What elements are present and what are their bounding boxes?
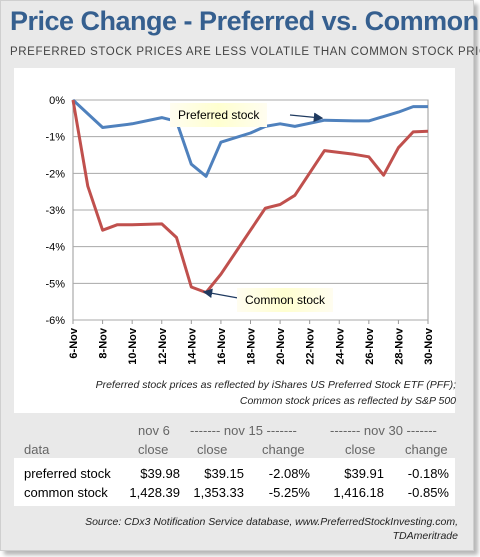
x-tick-label: 30-Nov (423, 327, 435, 365)
y-tick-label: -6% (45, 315, 65, 327)
header-change-nov15: change (262, 442, 305, 457)
x-tick-label: 28-Nov (393, 327, 405, 365)
x-tick-label: 24-Nov (334, 327, 346, 365)
cell-common-nov30-change: -0.85% (407, 485, 449, 500)
callout-preferred: Preferred stock (170, 103, 268, 127)
table-data-box (14, 458, 455, 506)
x-tick-label: 20-Nov (275, 327, 287, 365)
y-tick-label: -3% (45, 205, 65, 217)
cell-pref-nov30-change: -0.18% (407, 466, 449, 481)
header-close-nov6: close (138, 442, 169, 457)
cell-common-nov30-close: 1,416.18 (333, 485, 384, 500)
x-tick-label: 16-Nov (216, 327, 228, 365)
header-nov30: ------- nov 30 ------- (330, 423, 437, 438)
cell-common-nov15-change: -5.25% (268, 485, 310, 500)
arrow-preferred (289, 112, 324, 123)
header-nov6: nov 6 (138, 423, 170, 438)
x-tick-label: 12-Nov (157, 327, 169, 365)
cell-pref-nov15-change: -2.08% (268, 466, 310, 481)
header-close-nov30: close (345, 442, 376, 457)
arrow-common (202, 288, 239, 299)
y-tick-label: -1% (45, 132, 65, 144)
chart-subtitle: PREFERRED STOCK PRICES ARE LESS VOLATILE… (10, 46, 480, 58)
x-tick-label: 6-Nov (68, 327, 80, 358)
y-tick-labels: 0% -1% -2% -3% -4% -5% -6% (45, 95, 65, 327)
row-label-preferred: preferred stock (24, 466, 111, 481)
chart-title: Price Change - Preferred vs. Common (10, 6, 479, 36)
x-tick-label: 22-Nov (305, 327, 317, 365)
row-label-common: common stock (24, 485, 108, 500)
x-tick-label: 10-Nov (127, 327, 139, 365)
y-tick-label: -4% (45, 242, 65, 254)
y-tick-label: -2% (45, 168, 65, 180)
cell-common-nov6-close: 1,428.39 (129, 485, 180, 500)
header-data: data (24, 442, 50, 457)
y-tick-label: 0% (49, 95, 65, 107)
header-close-nov15: close (197, 442, 228, 457)
x-tick-labels: 6-Nov 8-Nov 10-Nov 12-Nov 14-Nov 16-Nov 18-Nov… (68, 320, 435, 365)
cell-common-nov15-close: 1,353.33 (193, 485, 244, 500)
series-lines (71, 98, 429, 294)
cell-pref-nov30-close: $39.91 (344, 466, 384, 481)
cell-pref-nov6-close: $39.98 (140, 466, 180, 481)
chart-note-line1: Preferred stock prices as reflected by i… (95, 379, 456, 391)
callout-arrows (202, 112, 324, 299)
series-line-preferred (71, 98, 428, 178)
x-tick-label: 14-Nov (186, 327, 198, 365)
y-tick-label: -5% (45, 278, 65, 290)
header-nov15: ------- nov 15 ------- (190, 423, 297, 438)
x-tick-label: 18-Nov (246, 327, 258, 365)
line-chart: 0% -1% -2% -3% -4% -5% -6% 6-Nov 8-Nov 10-Nov 12-… (45, 95, 435, 365)
series-line-common (71, 99, 429, 294)
chart-note-line2: Common stock prices as reflected by S&P … (239, 395, 456, 407)
x-tick-label: 26-Nov (364, 327, 376, 365)
cell-pref-nov15-close: $39.15 (204, 466, 244, 481)
callout-common: Common stock (237, 288, 334, 312)
source-note: Source: CDx3 Notification Service databa… (85, 516, 458, 542)
x-tick-label: 8-Nov (98, 327, 110, 358)
header-change-nov30: change (405, 442, 448, 457)
